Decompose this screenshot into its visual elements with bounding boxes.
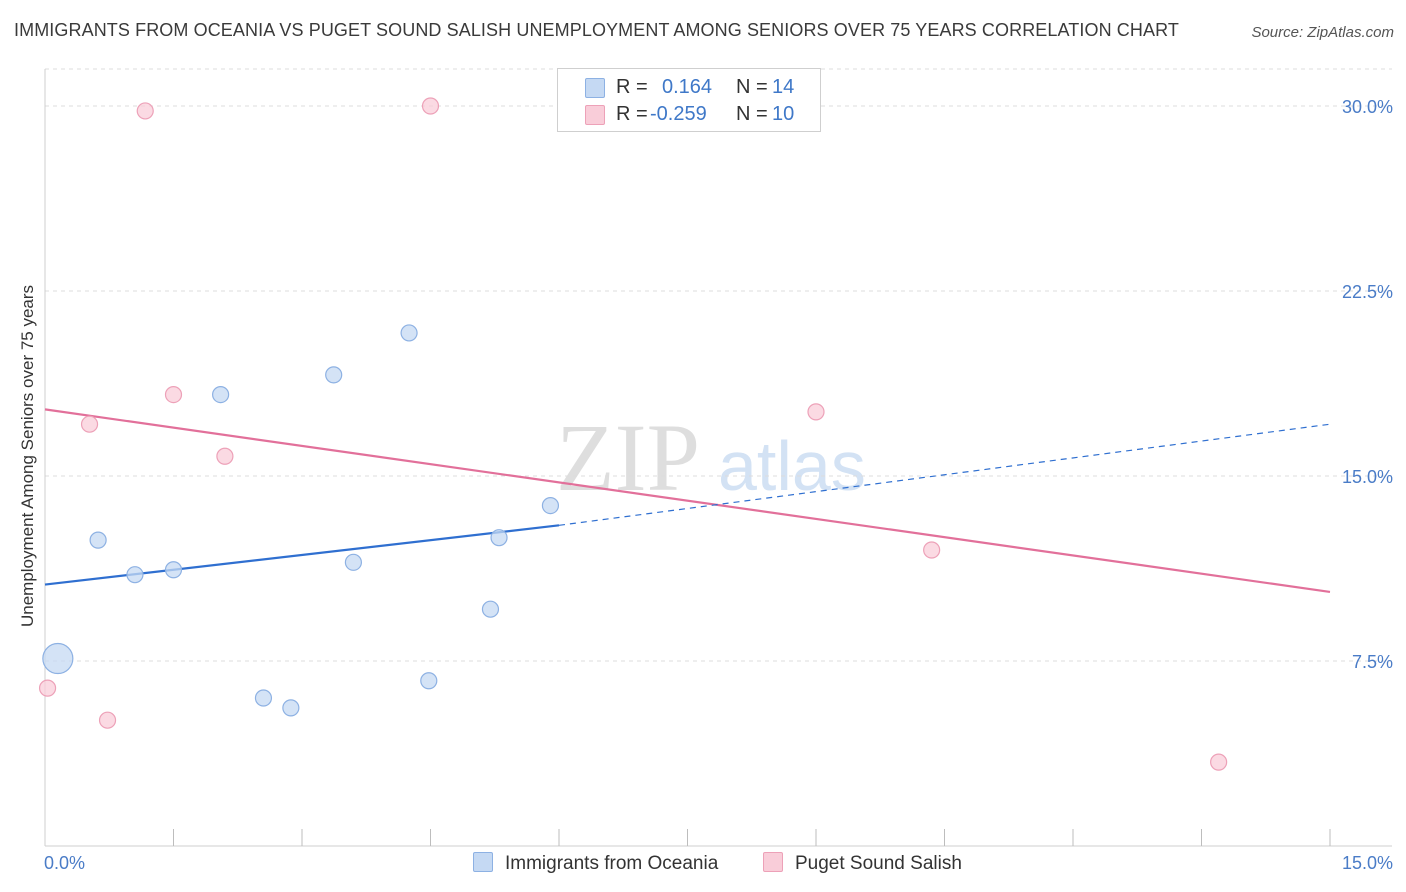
data-point-puget-sound-salish <box>136 102 154 120</box>
data-point-immigrants-from-oceania <box>344 553 362 571</box>
chart-source: Source: ZipAtlas.com <box>1251 24 1394 41</box>
legend-n-label: N = <box>736 76 768 98</box>
y-tick-label: 30.0% <box>1342 97 1393 117</box>
x-tick-label-min: 0.0% <box>44 853 85 873</box>
data-point-immigrants-from-oceania <box>126 566 144 584</box>
legend-r-label: R = <box>616 103 648 125</box>
data-point-puget-sound-salish <box>216 447 234 465</box>
data-point-immigrants-from-oceania <box>89 531 107 549</box>
data-point-immigrants-from-oceania <box>541 497 560 515</box>
legend-r-label: R = <box>616 76 648 98</box>
legend-n-value: 10 <box>772 103 795 125</box>
y-tick-label: 22.5% <box>1342 282 1393 302</box>
bottom-legend-swatch-salish <box>763 852 783 872</box>
data-point-immigrants-from-oceania <box>212 386 230 404</box>
data-points <box>38 97 1228 771</box>
bottom-legend-salish: Puget Sound Salish <box>763 852 962 875</box>
tick-labels: 7.5% 15.0% 22.5% 30.0% 0.0% 15.0% <box>44 97 1393 873</box>
data-point-immigrants-from-oceania <box>325 366 343 384</box>
watermark-zip: ZIP <box>556 404 700 511</box>
data-point-puget-sound-salish <box>807 403 825 421</box>
y-tick-label: 15.0% <box>1342 467 1393 487</box>
data-point-immigrants-from-oceania <box>481 600 500 618</box>
bottom-legend-label-oceania: Immigrants from Oceania <box>505 853 719 874</box>
data-point-puget-sound-salish <box>164 386 183 404</box>
data-point-puget-sound-salish <box>98 711 117 729</box>
data-point-immigrants-from-oceania <box>164 561 183 579</box>
legend-r-value: -0.259 <box>650 103 707 125</box>
legend-swatch-salish <box>585 105 605 125</box>
data-point-puget-sound-salish <box>923 541 941 559</box>
chart-title: IMMIGRANTS FROM OCEANIA VS PUGET SOUND S… <box>14 20 1179 40</box>
trend-line-oceania-extrapolated <box>558 423 1331 526</box>
data-point-immigrants-from-oceania <box>400 324 418 342</box>
y-axis-label: Unemployment Among Seniors over 75 years <box>18 285 37 627</box>
axes <box>44 69 1392 847</box>
data-point-puget-sound-salish <box>421 97 440 115</box>
legend-r-value: 0.164 <box>662 76 713 98</box>
data-point-immigrants-from-oceania <box>490 529 508 547</box>
bottom-legend-oceania: Immigrants from Oceania <box>473 852 718 875</box>
x-tick-label-max: 15.0% <box>1342 853 1393 873</box>
correlation-legend: R = 0.164 N = 14 R = -0.259 N = 10 <box>557 68 821 132</box>
data-point-puget-sound-salish <box>1210 753 1228 771</box>
legend-swatch-oceania <box>585 78 605 98</box>
bottom-legend-label-salish: Puget Sound Salish <box>795 853 962 874</box>
watermark-atlas: atlas <box>718 427 866 505</box>
bottom-legend-swatch-oceania <box>473 852 493 872</box>
data-point-puget-sound-salish <box>38 679 57 697</box>
data-point-immigrants-from-oceania <box>420 672 438 690</box>
trend-line-puget-sound-salish <box>44 408 1331 594</box>
data-point-immigrants-from-oceania <box>42 642 74 675</box>
y-tick-label: 7.5% <box>1352 652 1393 672</box>
data-point-puget-sound-salish <box>80 415 99 433</box>
trend-line-immigrants-from-oceania <box>44 524 560 586</box>
data-point-immigrants-from-oceania <box>282 699 300 717</box>
legend-n-value: 14 <box>772 76 795 98</box>
legend-n-label: N = <box>736 103 768 125</box>
data-point-immigrants-from-oceania <box>254 689 273 707</box>
